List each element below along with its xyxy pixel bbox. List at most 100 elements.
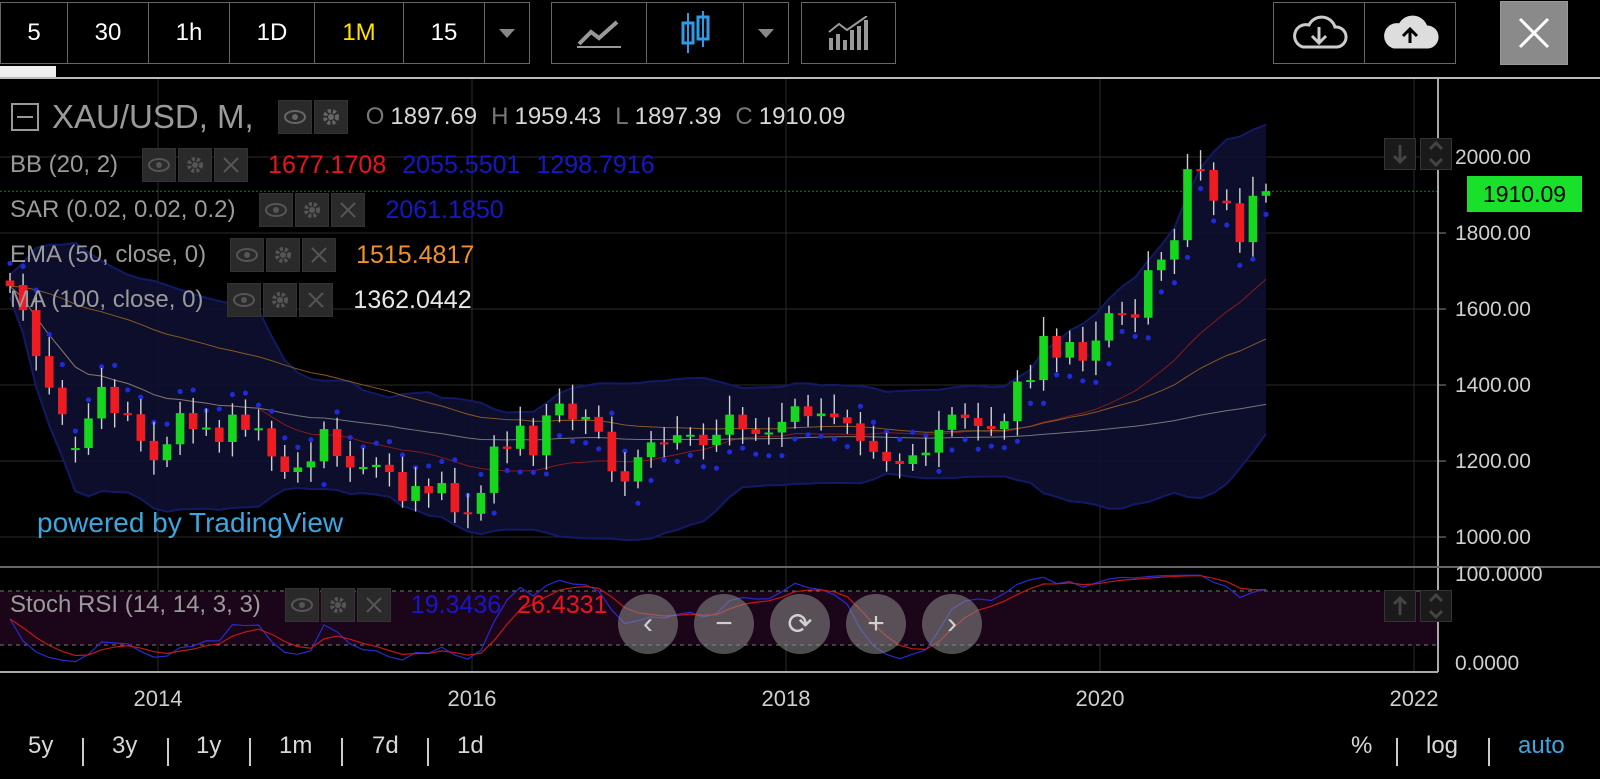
- chart-type-dropdown[interactable]: [743, 2, 789, 64]
- interval-1h[interactable]: 1h: [148, 2, 230, 64]
- interval-label: 30: [94, 19, 122, 46]
- candle-body: [843, 417, 852, 424]
- range-1y[interactable]: 1y: [196, 732, 222, 759]
- interval-1d[interactable]: 1D: [229, 2, 315, 64]
- sar-dot: [347, 434, 353, 441]
- sar-dot: [583, 440, 589, 446]
- sar-dot: [687, 452, 693, 458]
- candle-body: [542, 415, 551, 456]
- move-down-button[interactable]: [1384, 138, 1416, 170]
- candle-body: [633, 457, 643, 482]
- auto-scale-toggle[interactable]: auto: [1518, 732, 1565, 759]
- range-1d[interactable]: 1d: [457, 732, 484, 759]
- sar-dot: [883, 429, 890, 435]
- sar-dot: [753, 451, 759, 457]
- interval-1m[interactable]: 1M: [314, 2, 404, 64]
- divider: [427, 738, 429, 766]
- sar-dot: [988, 443, 994, 449]
- candle-body: [424, 486, 433, 494]
- candle-body: [175, 413, 185, 445]
- candle-body: [71, 448, 80, 451]
- sar-dot: [59, 361, 65, 368]
- scroll-right-button[interactable]: ›: [922, 594, 982, 654]
- interval-15[interactable]: 15: [403, 2, 485, 64]
- cloud-upload-button[interactable]: [1364, 2, 1456, 64]
- candle-body: [1261, 191, 1271, 196]
- sar-dot: [1027, 400, 1034, 406]
- range-3y[interactable]: 3y: [112, 732, 138, 759]
- candle-body: [515, 425, 525, 449]
- sar-dot: [556, 432, 563, 439]
- range-5y[interactable]: 5y: [28, 732, 54, 759]
- candle-body: [280, 456, 290, 473]
- sar-dot: [648, 477, 654, 483]
- indicators-button[interactable]: [801, 2, 896, 64]
- maximize-pane-button[interactable]: [1420, 590, 1452, 622]
- range-7d[interactable]: 7d: [372, 732, 399, 759]
- toolbar: 5 30 1h 1D 1M 15: [0, 0, 1600, 68]
- sar-dot: [661, 457, 667, 463]
- candle-body: [646, 442, 656, 458]
- sar-dot: [831, 436, 837, 442]
- sar-dot: [1237, 262, 1243, 268]
- log-scale-toggle[interactable]: log: [1426, 732, 1459, 759]
- navigation-controls: ‹ − ⟳ + ›: [618, 594, 998, 654]
- candle-body: [201, 427, 211, 430]
- chevron-left-icon: ‹: [643, 607, 653, 640]
- watermark: powered by TradingView: [37, 507, 344, 538]
- x-tick-label: 2016: [448, 686, 497, 711]
- candle-body: [986, 426, 996, 430]
- interval-dropdown[interactable]: [484, 2, 530, 64]
- scroll-tab[interactable]: [0, 66, 56, 78]
- interval-label: 1h: [175, 19, 203, 46]
- price-chart[interactable]: 2000.00 1800.00 1600.00 1400.00 1200.00 1000.…: [0, 79, 1600, 779]
- candle-body: [1013, 381, 1022, 422]
- candle-body: [463, 512, 473, 515]
- sar-dot: [962, 437, 968, 443]
- sar-dot: [295, 444, 301, 450]
- sar-dot: [177, 388, 183, 395]
- close-button[interactable]: [1500, 1, 1568, 65]
- scroll-left-button[interactable]: ‹: [618, 594, 678, 654]
- sar-dot: [478, 471, 484, 477]
- candle-body: [973, 418, 983, 427]
- candle-body: [1117, 313, 1127, 316]
- sar-dot: [609, 410, 615, 416]
- x-tick-label: 2014: [134, 686, 183, 711]
- candlestick-chart-button[interactable]: [646, 2, 744, 64]
- cloud-download-button[interactable]: [1273, 2, 1365, 64]
- chevron-right-icon: ›: [947, 607, 957, 640]
- reset-button[interactable]: ⟳: [770, 594, 830, 654]
- sar-dot: [452, 457, 458, 463]
- sar-dot: [242, 390, 249, 396]
- sar-dot: [530, 469, 536, 475]
- maximize-pane-button[interactable]: [1420, 138, 1452, 170]
- percent-scale-toggle[interactable]: %: [1351, 732, 1373, 759]
- sar-dot: [674, 458, 680, 464]
- candle-body: [529, 425, 538, 456]
- interval-30[interactable]: 30: [67, 2, 149, 64]
- zoom-in-button[interactable]: +: [846, 594, 906, 654]
- candle-body: [555, 403, 564, 416]
- candle-body: [712, 434, 721, 446]
- interval-5[interactable]: 5: [0, 2, 68, 64]
- line-chart-button[interactable]: [551, 2, 647, 64]
- bottom-bar: 5y 3y 1y 1m 7d 1d % log auto: [0, 732, 1600, 772]
- interval-label: 15: [430, 19, 458, 46]
- sar-dot: [125, 387, 131, 393]
- candle-body: [1039, 335, 1048, 381]
- sar-dot: [426, 463, 432, 469]
- x-tick-label: 2022: [1390, 686, 1439, 711]
- move-up-button[interactable]: [1384, 590, 1416, 622]
- axes: 2000.00 1800.00 1600.00 1400.00 1200.00 1000.…: [0, 79, 1600, 711]
- range-1m[interactable]: 1m: [279, 732, 313, 759]
- sar-dot: [1119, 328, 1125, 335]
- minus-icon: −: [715, 607, 733, 640]
- sar-dot: [844, 443, 850, 450]
- sar-dot: [1250, 256, 1256, 262]
- sar-dot: [923, 432, 929, 439]
- zoom-out-button[interactable]: −: [694, 594, 754, 654]
- chevron-down-icon: [758, 28, 774, 38]
- ema-line: [9, 285, 1267, 433]
- interval-label: 1D: [256, 19, 288, 46]
